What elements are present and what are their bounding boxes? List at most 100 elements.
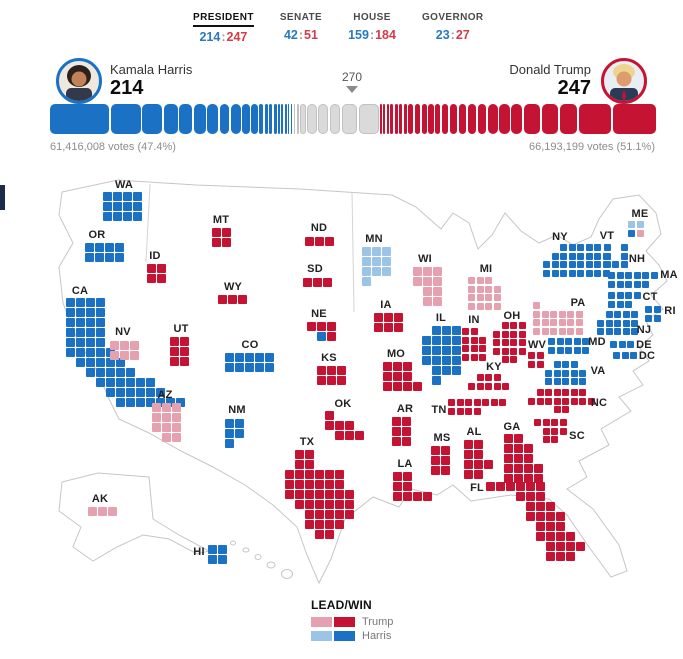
ev-square xyxy=(317,366,326,375)
ev-square xyxy=(374,323,383,332)
ev-square xyxy=(382,247,391,256)
bar-segment-blue xyxy=(273,104,277,134)
harris-electoral-count: 214 xyxy=(110,77,144,99)
ev-square xyxy=(562,369,569,377)
map-legend: LEAD/WIN Trump Harris xyxy=(311,598,393,644)
ev-square xyxy=(96,328,105,337)
ev-square xyxy=(393,492,402,501)
bar-segment-blue xyxy=(284,104,287,134)
ev-square xyxy=(98,507,107,516)
state-label: OK xyxy=(334,398,352,410)
state-label: GA xyxy=(503,421,521,433)
state-label: ID xyxy=(149,250,161,262)
ev-square xyxy=(562,406,569,413)
ev-square xyxy=(120,351,129,360)
ev-square xyxy=(325,237,334,246)
ev-square xyxy=(335,500,344,509)
ev-square xyxy=(614,319,621,327)
bar-segment-gray xyxy=(341,104,358,134)
ev-square xyxy=(393,482,402,491)
ev-square xyxy=(568,261,576,268)
ev-square xyxy=(493,330,500,338)
lead-swatch xyxy=(311,617,332,627)
bar-segment-red xyxy=(467,104,477,134)
ev-square xyxy=(510,347,517,355)
ev-square xyxy=(568,244,576,251)
ev-square xyxy=(423,492,432,501)
ev-square xyxy=(516,482,525,491)
ev-square xyxy=(528,360,535,368)
ev-square xyxy=(305,450,314,459)
ev-square xyxy=(594,261,601,268)
ev-square xyxy=(518,339,526,346)
tab-house[interactable]: HOUSE 159:184 xyxy=(348,7,396,44)
electoral-vote-bar[interactable] xyxy=(50,104,658,134)
ev-square xyxy=(468,302,475,310)
bar-segment-red xyxy=(477,104,487,134)
ev-square xyxy=(432,346,441,355)
ev-square xyxy=(577,261,584,268)
ev-square xyxy=(536,502,545,511)
ev-square xyxy=(514,444,523,453)
ev-square xyxy=(493,285,501,293)
ev-square xyxy=(526,492,535,501)
ev-square xyxy=(568,269,576,277)
ev-square xyxy=(315,490,324,499)
ev-square xyxy=(474,460,483,469)
ev-square xyxy=(633,272,641,279)
ev-square xyxy=(493,382,501,390)
ev-square xyxy=(372,257,381,266)
ev-square xyxy=(476,374,484,381)
ev-square xyxy=(556,542,565,551)
ev-square xyxy=(462,328,469,335)
ev-square xyxy=(573,346,581,354)
bar-segment-blue xyxy=(264,104,268,134)
state-label: OH xyxy=(503,310,521,322)
ev-square xyxy=(493,339,500,346)
bar-segment-red xyxy=(487,104,498,134)
ev-square xyxy=(653,306,661,313)
state-label: CO xyxy=(241,339,259,351)
ev-square xyxy=(501,347,509,355)
tab-governor[interactable]: GOVERNOR 23:27 xyxy=(422,7,484,44)
bar-segment-red xyxy=(403,104,407,134)
ev-square xyxy=(448,399,455,406)
ev-square xyxy=(468,285,475,293)
ev-square xyxy=(567,310,574,318)
ev-square xyxy=(542,427,550,435)
results-nav: PRESIDENT 214:247 SENATE 42:51 HOUSE 159:184 G… xyxy=(193,7,484,44)
ev-square xyxy=(636,221,644,228)
ev-square xyxy=(147,274,156,283)
ev-square xyxy=(162,423,171,432)
ev-square xyxy=(86,368,95,377)
tab-senate[interactable]: SENATE 42:51 xyxy=(280,7,322,44)
ev-square xyxy=(116,368,125,377)
tab-president[interactable]: PRESIDENT 214:247 xyxy=(193,7,254,44)
ev-square xyxy=(218,295,227,304)
ev-square xyxy=(524,474,533,483)
ev-square xyxy=(307,322,316,331)
bar-segment-blue xyxy=(290,104,293,134)
threshold-arrow-icon xyxy=(346,86,358,93)
bar-segment-red xyxy=(449,104,458,134)
ev-square xyxy=(502,382,509,390)
threshold-marker: 270 xyxy=(342,70,362,93)
state-label: NV xyxy=(115,326,131,338)
ev-square xyxy=(558,310,566,318)
ev-square xyxy=(423,287,432,296)
ev-square xyxy=(485,374,492,381)
ev-square xyxy=(362,277,371,286)
ev-square xyxy=(422,346,431,355)
bar-segment-red xyxy=(559,104,578,134)
tab-tally: 159:184 xyxy=(348,28,396,42)
ev-square xyxy=(327,376,336,385)
state-label: NM xyxy=(228,404,246,416)
ev-square xyxy=(504,454,513,463)
ev-square xyxy=(113,202,122,211)
ev-square xyxy=(106,388,115,397)
state-label: VT xyxy=(599,230,615,242)
ev-square xyxy=(605,319,613,327)
ev-square xyxy=(335,520,344,529)
ev-square xyxy=(556,346,564,354)
